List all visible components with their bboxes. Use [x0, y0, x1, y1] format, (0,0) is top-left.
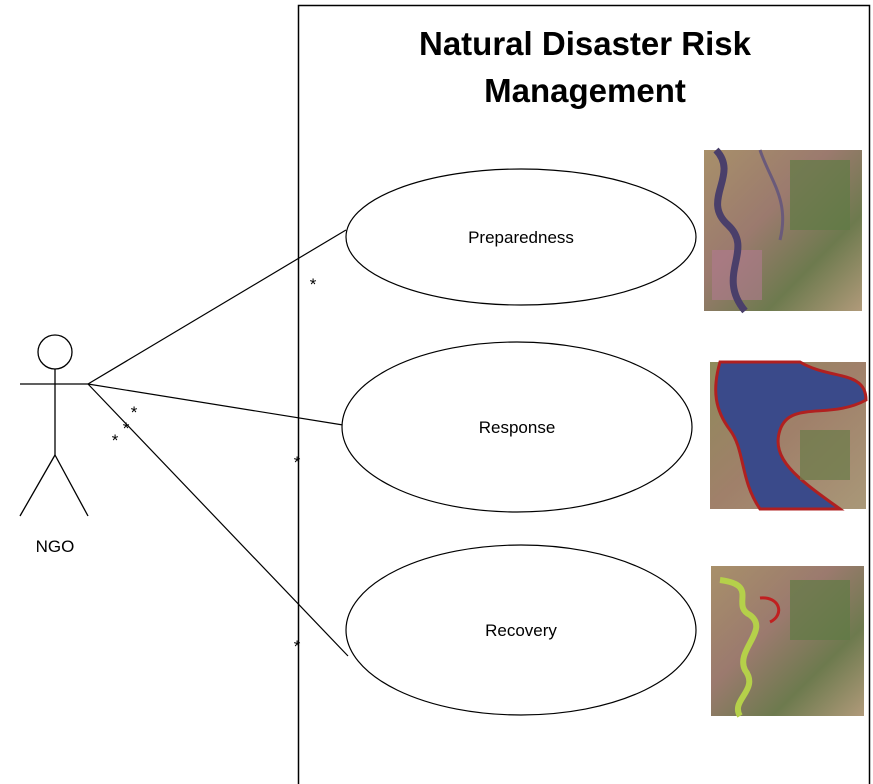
- use-case-label: Recovery: [485, 621, 557, 640]
- use-case: [341, 341, 693, 513]
- use-case-label: Response: [479, 418, 556, 437]
- actor-label: NGO: [36, 537, 75, 556]
- multiplicity: *: [294, 637, 301, 656]
- association-line: [87, 383, 344, 426]
- multiplicity: *: [294, 453, 301, 472]
- use-case: [345, 544, 697, 716]
- system-boundary: [297, 4, 871, 784]
- use-case: [345, 168, 697, 306]
- multiplicity: *: [112, 431, 119, 450]
- association-line: [87, 229, 347, 385]
- association-line: [87, 383, 349, 657]
- multiplicity: *: [123, 419, 130, 438]
- satellite-image: [704, 147, 862, 314]
- actor-figure: [19, 334, 89, 517]
- use-case-label: Preparedness: [468, 228, 574, 247]
- multiplicity: *: [131, 403, 138, 422]
- satellite-image: [710, 360, 868, 511]
- system-title: Natural Disaster Risk Management: [419, 25, 751, 109]
- multiplicity: *: [310, 275, 317, 294]
- associations: [87, 229, 349, 657]
- satellite-image: [711, 566, 864, 718]
